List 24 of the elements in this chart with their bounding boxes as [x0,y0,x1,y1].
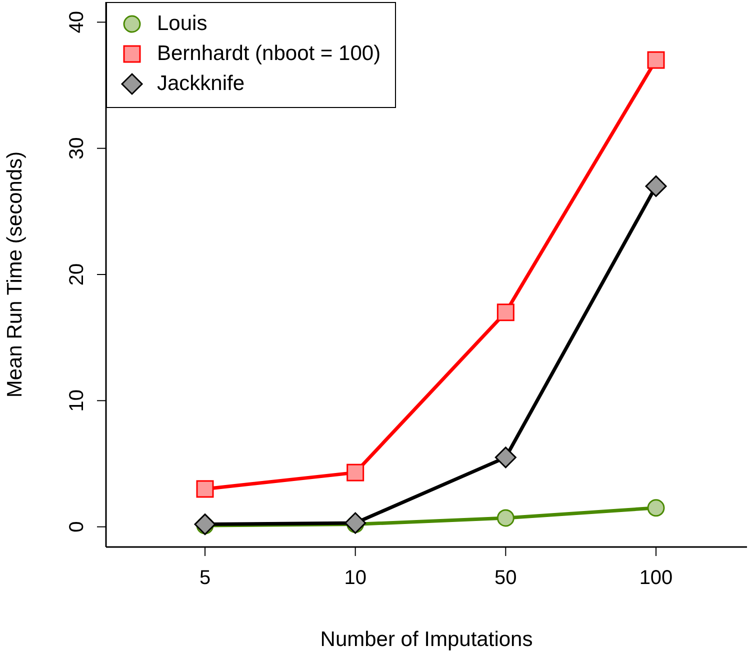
y-axis-title: Mean Run Time (seconds) [3,151,26,398]
point [645,175,667,197]
x-tick-label: 50 [494,567,517,590]
y-tick-label: 0 [66,521,88,532]
point [496,509,514,527]
x-tick-label: 10 [344,567,366,590]
legend-label: Jackknife [157,72,245,96]
legend-label: Bernhardt (nboot = 100) [157,42,381,66]
point [647,51,665,69]
x-tick-label: 100 [639,567,673,590]
point [494,446,516,468]
legend-label: Louis [157,12,208,36]
point [196,480,214,498]
y-tick-label: 10 [66,390,88,412]
point [496,304,514,322]
point [344,512,366,534]
x-axis-title: Number of Imputations [320,628,533,651]
y-tick-label: 30 [66,137,88,160]
x-tick-label: 5 [199,567,211,590]
y-tick-label: 20 [66,263,88,286]
point [194,514,216,536]
point [647,499,665,517]
point [346,464,364,482]
y-tick-label: 40 [66,11,88,34]
